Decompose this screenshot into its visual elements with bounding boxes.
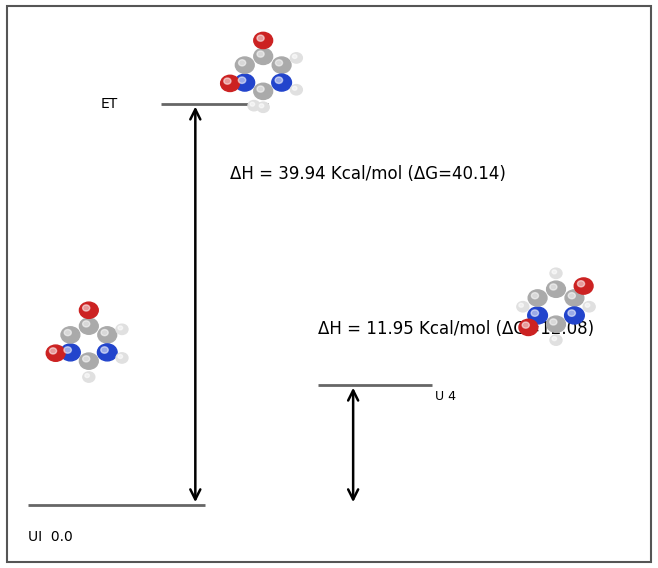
- Text: ΔH = 11.95 Kcal/mol (ΔG=12.08): ΔH = 11.95 Kcal/mol (ΔG=12.08): [318, 320, 595, 338]
- Text: ET: ET: [101, 97, 118, 111]
- Text: U 4: U 4: [435, 390, 456, 403]
- Text: ΔH = 39.94 Kcal/mol (ΔG=40.14): ΔH = 39.94 Kcal/mol (ΔG=40.14): [230, 165, 506, 182]
- Text: UI  0.0: UI 0.0: [28, 530, 73, 544]
